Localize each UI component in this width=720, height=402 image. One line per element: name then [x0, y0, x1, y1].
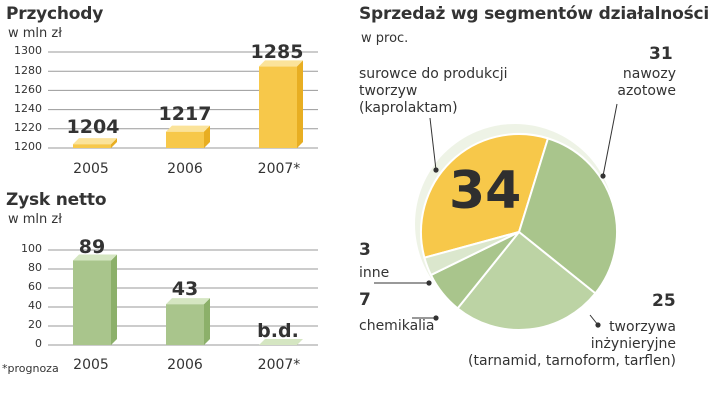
profit-category-label: 2007*: [257, 357, 301, 373]
leader-nawozy: [602, 103, 618, 177]
pie-slice-nawozy: [517, 137, 618, 295]
pie-value-inne: 3: [359, 240, 371, 260]
revenue-unit: w mln zł: [8, 26, 62, 41]
profit-category-label: 2006: [167, 357, 203, 373]
profit-title: Zysk netto: [6, 190, 107, 210]
bar-side: [204, 298, 210, 345]
profit-tick: 0: [35, 337, 42, 350]
leader-inne-dot: [426, 280, 432, 286]
footnote: *prognoza: [2, 362, 59, 375]
revenue-tick: 1280: [14, 64, 42, 77]
pie-label-line: (tarnamid, tarnoform, tarflen): [468, 353, 676, 369]
profit-value-label: 89: [78, 236, 106, 258]
pie-label-chemikalia: chemikalia: [359, 318, 435, 334]
revenue-value-label: 1204: [66, 116, 120, 138]
segments-unit: w proc.: [361, 31, 409, 46]
bar-placeholder: [259, 339, 303, 345]
pie-label-line: tworzywa: [609, 319, 676, 335]
pie-value-nawozy: 31: [649, 44, 673, 64]
bar-side: [111, 138, 117, 148]
pie-label-line: (kaprolaktam): [359, 100, 458, 116]
bar-side: [111, 254, 117, 345]
revenue-tick: 1220: [14, 121, 42, 134]
profit-unit: w mln zł: [8, 212, 62, 227]
revenue-value-label: 1285: [250, 41, 304, 63]
bar: [73, 144, 111, 148]
leader-nawozy-dot: [600, 173, 606, 179]
bar-side: [204, 125, 210, 148]
bar-top: [166, 125, 210, 132]
segments-title: Sprzedaż wg segmentów działalności: [359, 4, 710, 24]
bar-top: [259, 60, 303, 67]
pie-label-line: inżynieryjne: [590, 336, 676, 352]
bar: [166, 131, 204, 148]
pie-value-surowce: 34: [449, 161, 522, 221]
profit-tick: 80: [28, 261, 42, 274]
profit-tick: 60: [28, 280, 42, 293]
pie-label-surowce: surowce do produkcji tworzyw (kaprolakta…: [359, 66, 508, 117]
pie-label-line: tworzyw: [359, 83, 418, 99]
revenue-tick: 1240: [14, 102, 42, 115]
bar-side: [297, 60, 303, 148]
profit-tick: 100: [21, 242, 42, 255]
bar: [259, 66, 297, 148]
bar-top: [166, 298, 210, 305]
revenue-value-label: 1217: [158, 103, 212, 125]
pie-value-chemikalia: 7: [359, 290, 371, 310]
leader-tworzywa-dot: [595, 322, 601, 328]
bar: [166, 304, 204, 345]
profit-category-label: 2005: [73, 357, 109, 373]
pie-slice-tworzywa: [456, 230, 597, 331]
pie-label-tworzywa: tworzywa inżynieryjne (tarnamid, tarnofo…: [428, 319, 676, 370]
revenue-tick: 1200: [14, 140, 42, 153]
pie-label-inne: inne: [359, 265, 390, 281]
profit-value-label: 43: [171, 278, 199, 300]
pie-slice-surowce: [420, 133, 550, 259]
profit-value-label: b.d.: [257, 320, 299, 342]
pie-label-nawozy: nawozy azotowe: [602, 66, 676, 100]
profit-tick: 20: [28, 318, 42, 331]
revenue-tick: 1300: [14, 44, 42, 57]
pie-value-tworzywa: 25: [652, 291, 676, 311]
pie-label-line: nawozy: [622, 66, 676, 82]
bar: [73, 260, 111, 345]
leader-chemikalia-dot: [433, 315, 439, 321]
revenue-category-label: 2007*: [257, 161, 301, 177]
revenue-category-label: 2005: [73, 161, 109, 177]
revenue-category-label: 2006: [167, 161, 203, 177]
profit-tick: 40: [28, 299, 42, 312]
bar-top: [73, 138, 117, 145]
pie-label-line: azotowe: [617, 83, 676, 99]
revenue-tick: 1260: [14, 83, 42, 96]
revenue-title: Przychody: [6, 4, 104, 24]
leader-surowce-dot: [433, 167, 439, 173]
pie-label-line: surowce do produkcji: [359, 66, 508, 82]
leader-surowce: [429, 117, 437, 171]
pie-slice-inne: [423, 231, 520, 277]
bar-top: [73, 254, 117, 261]
